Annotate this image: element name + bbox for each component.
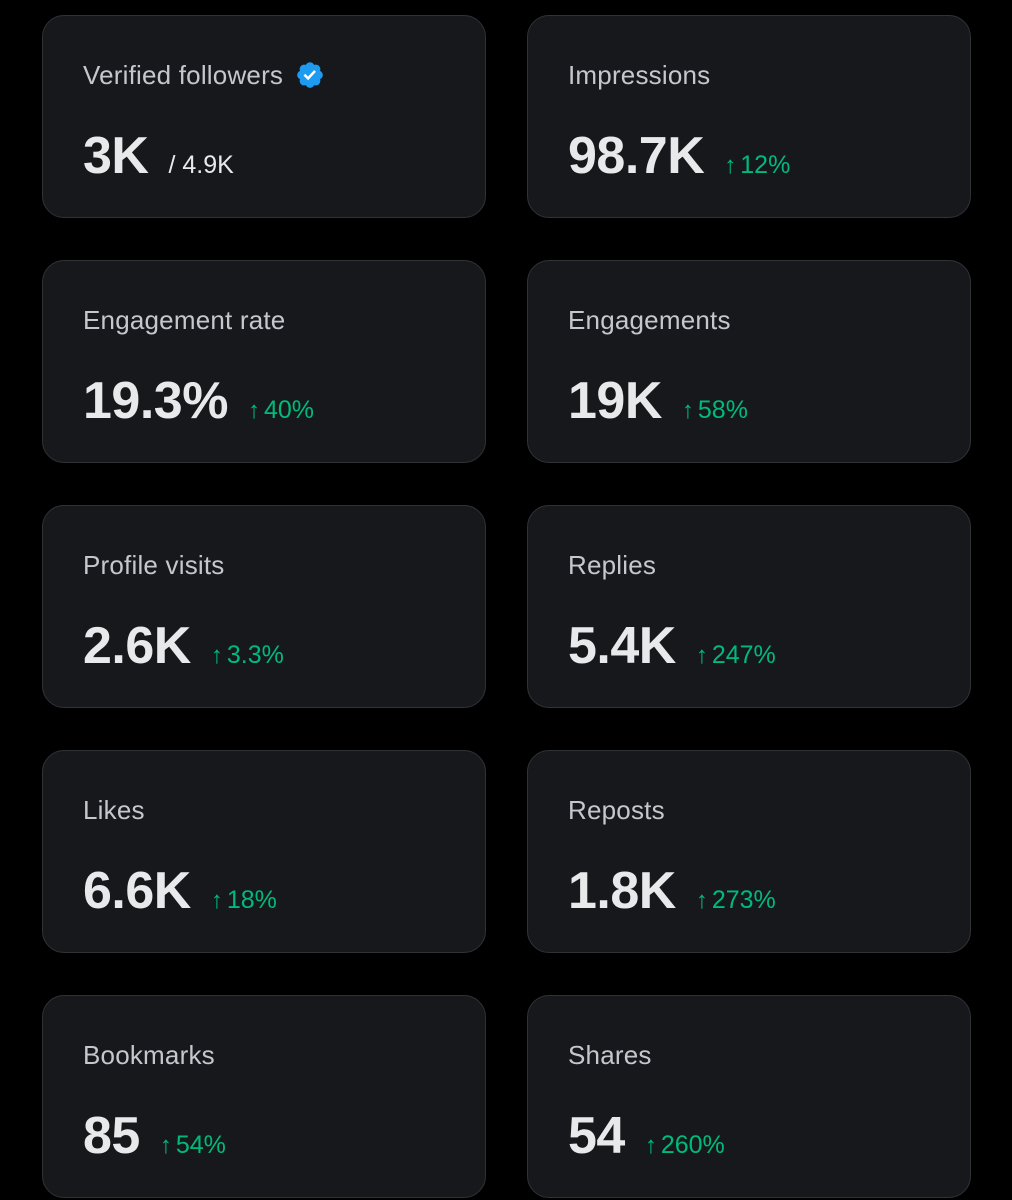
metric-change: ↑ 3.3%	[211, 640, 284, 671]
metric-change-value: 273%	[711, 886, 776, 914]
metric-change-value: 247%	[711, 641, 776, 669]
arrow-up-icon: ↑	[695, 887, 708, 914]
metric-label-row: Replies	[568, 549, 656, 581]
metric-value-row: 54 ↑ 260%	[568, 1106, 725, 1166]
metric-card-bookmarks[interactable]: Bookmarks 85 ↑ 54%	[42, 995, 486, 1198]
metric-label-row: Verified followers	[83, 59, 325, 91]
metric-value-row: 3K / 4.9K	[83, 126, 234, 186]
arrow-up-icon: ↑	[724, 152, 737, 179]
metric-value: 54	[568, 1107, 625, 1165]
metric-label: Engagements	[568, 305, 731, 335]
metric-value: 5.4K	[568, 617, 676, 675]
arrow-up-icon: ↑	[210, 887, 223, 914]
arrow-up-icon: ↑	[695, 642, 708, 669]
metric-label-row: Impressions	[568, 59, 710, 91]
metric-card-verified-followers[interactable]: Verified followers 3K / 4.9K	[42, 15, 486, 218]
metric-label: Profile visits	[83, 550, 225, 580]
metric-label-row: Engagements	[568, 304, 731, 336]
metric-value-row: 98.7K ↑ 12%	[568, 126, 790, 186]
metric-change: ↑ 54%	[160, 1130, 226, 1161]
metric-card-reposts[interactable]: Reposts 1.8K ↑ 273%	[527, 750, 971, 953]
metric-label: Shares	[568, 1040, 652, 1070]
metric-change: ↑ 40%	[248, 395, 314, 426]
metric-value-row: 1.8K ↑ 273%	[568, 861, 776, 921]
metric-label-row: Profile visits	[83, 549, 225, 581]
metric-label-row: Shares	[568, 1039, 652, 1071]
metric-value-row: 2.6K ↑ 3.3%	[83, 616, 284, 676]
metric-total: / 4.9K	[168, 151, 234, 179]
metric-value-row: 85 ↑ 54%	[83, 1106, 226, 1166]
metric-change-value: 54%	[175, 1131, 226, 1159]
metric-label-row: Reposts	[568, 794, 665, 826]
metric-label: Engagement rate	[83, 305, 286, 335]
metric-value: 19.3%	[83, 372, 228, 430]
arrow-up-icon: ↑	[681, 397, 694, 424]
metric-change-value: 18%	[226, 886, 277, 914]
metric-change: ↑ 18%	[211, 885, 277, 916]
metric-card-likes[interactable]: Likes 6.6K ↑ 18%	[42, 750, 486, 953]
arrow-up-icon: ↑	[644, 1132, 657, 1159]
metric-change-value: 40%	[263, 396, 314, 424]
metric-value-row: 19.3% ↑ 40%	[83, 371, 314, 431]
arrow-up-icon: ↑	[247, 397, 260, 424]
metric-card-shares[interactable]: Shares 54 ↑ 260%	[527, 995, 971, 1198]
metric-value: 98.7K	[568, 127, 705, 185]
metric-change-value: 12%	[740, 151, 791, 179]
metric-label: Impressions	[568, 60, 711, 90]
metric-value: 2.6K	[83, 617, 191, 675]
metric-change: ↑ 58%	[682, 395, 748, 426]
metric-change: ↑ 12%	[724, 150, 790, 181]
metric-value-row: 19K ↑ 58%	[568, 371, 748, 431]
metric-card-replies[interactable]: Replies 5.4K ↑ 247%	[527, 505, 971, 708]
metric-value: 3K	[83, 127, 149, 185]
metric-card-profile-visits[interactable]: Profile visits 2.6K ↑ 3.3%	[42, 505, 486, 708]
metric-card-engagement-rate[interactable]: Engagement rate 19.3% ↑ 40%	[42, 260, 486, 463]
metric-value: 85	[83, 1107, 140, 1165]
verified-badge-icon	[295, 60, 325, 90]
metric-label: Replies	[568, 550, 657, 580]
metric-label-row: Engagement rate	[83, 304, 285, 336]
metric-change-value: 58%	[697, 396, 748, 424]
metric-label-row: Bookmarks	[83, 1039, 215, 1071]
metric-card-impressions[interactable]: Impressions 98.7K ↑ 12%	[527, 15, 971, 218]
metrics-grid: Verified followers 3K / 4.9K Impressions…	[42, 15, 971, 1198]
metric-label: Likes	[83, 795, 145, 825]
metric-value-row: 6.6K ↑ 18%	[83, 861, 277, 921]
metric-change-value: 3.3%	[226, 641, 284, 669]
metric-label: Reposts	[568, 795, 665, 825]
metric-label: Bookmarks	[83, 1040, 215, 1070]
metric-value: 6.6K	[83, 862, 191, 920]
metric-label-row: Likes	[83, 794, 145, 826]
metric-label: Verified followers	[83, 60, 284, 90]
metric-change: ↑ 247%	[696, 640, 776, 671]
metric-value-row: 5.4K ↑ 247%	[568, 616, 776, 676]
arrow-up-icon: ↑	[159, 1132, 172, 1159]
metric-change: ↑ 260%	[645, 1130, 725, 1161]
metric-value: 1.8K	[568, 862, 676, 920]
metric-value: 19K	[568, 372, 662, 430]
arrow-up-icon: ↑	[210, 642, 223, 669]
metric-change: ↑ 273%	[696, 885, 776, 916]
metric-change-value: 260%	[660, 1131, 725, 1159]
metric-card-engagements[interactable]: Engagements 19K ↑ 58%	[527, 260, 971, 463]
